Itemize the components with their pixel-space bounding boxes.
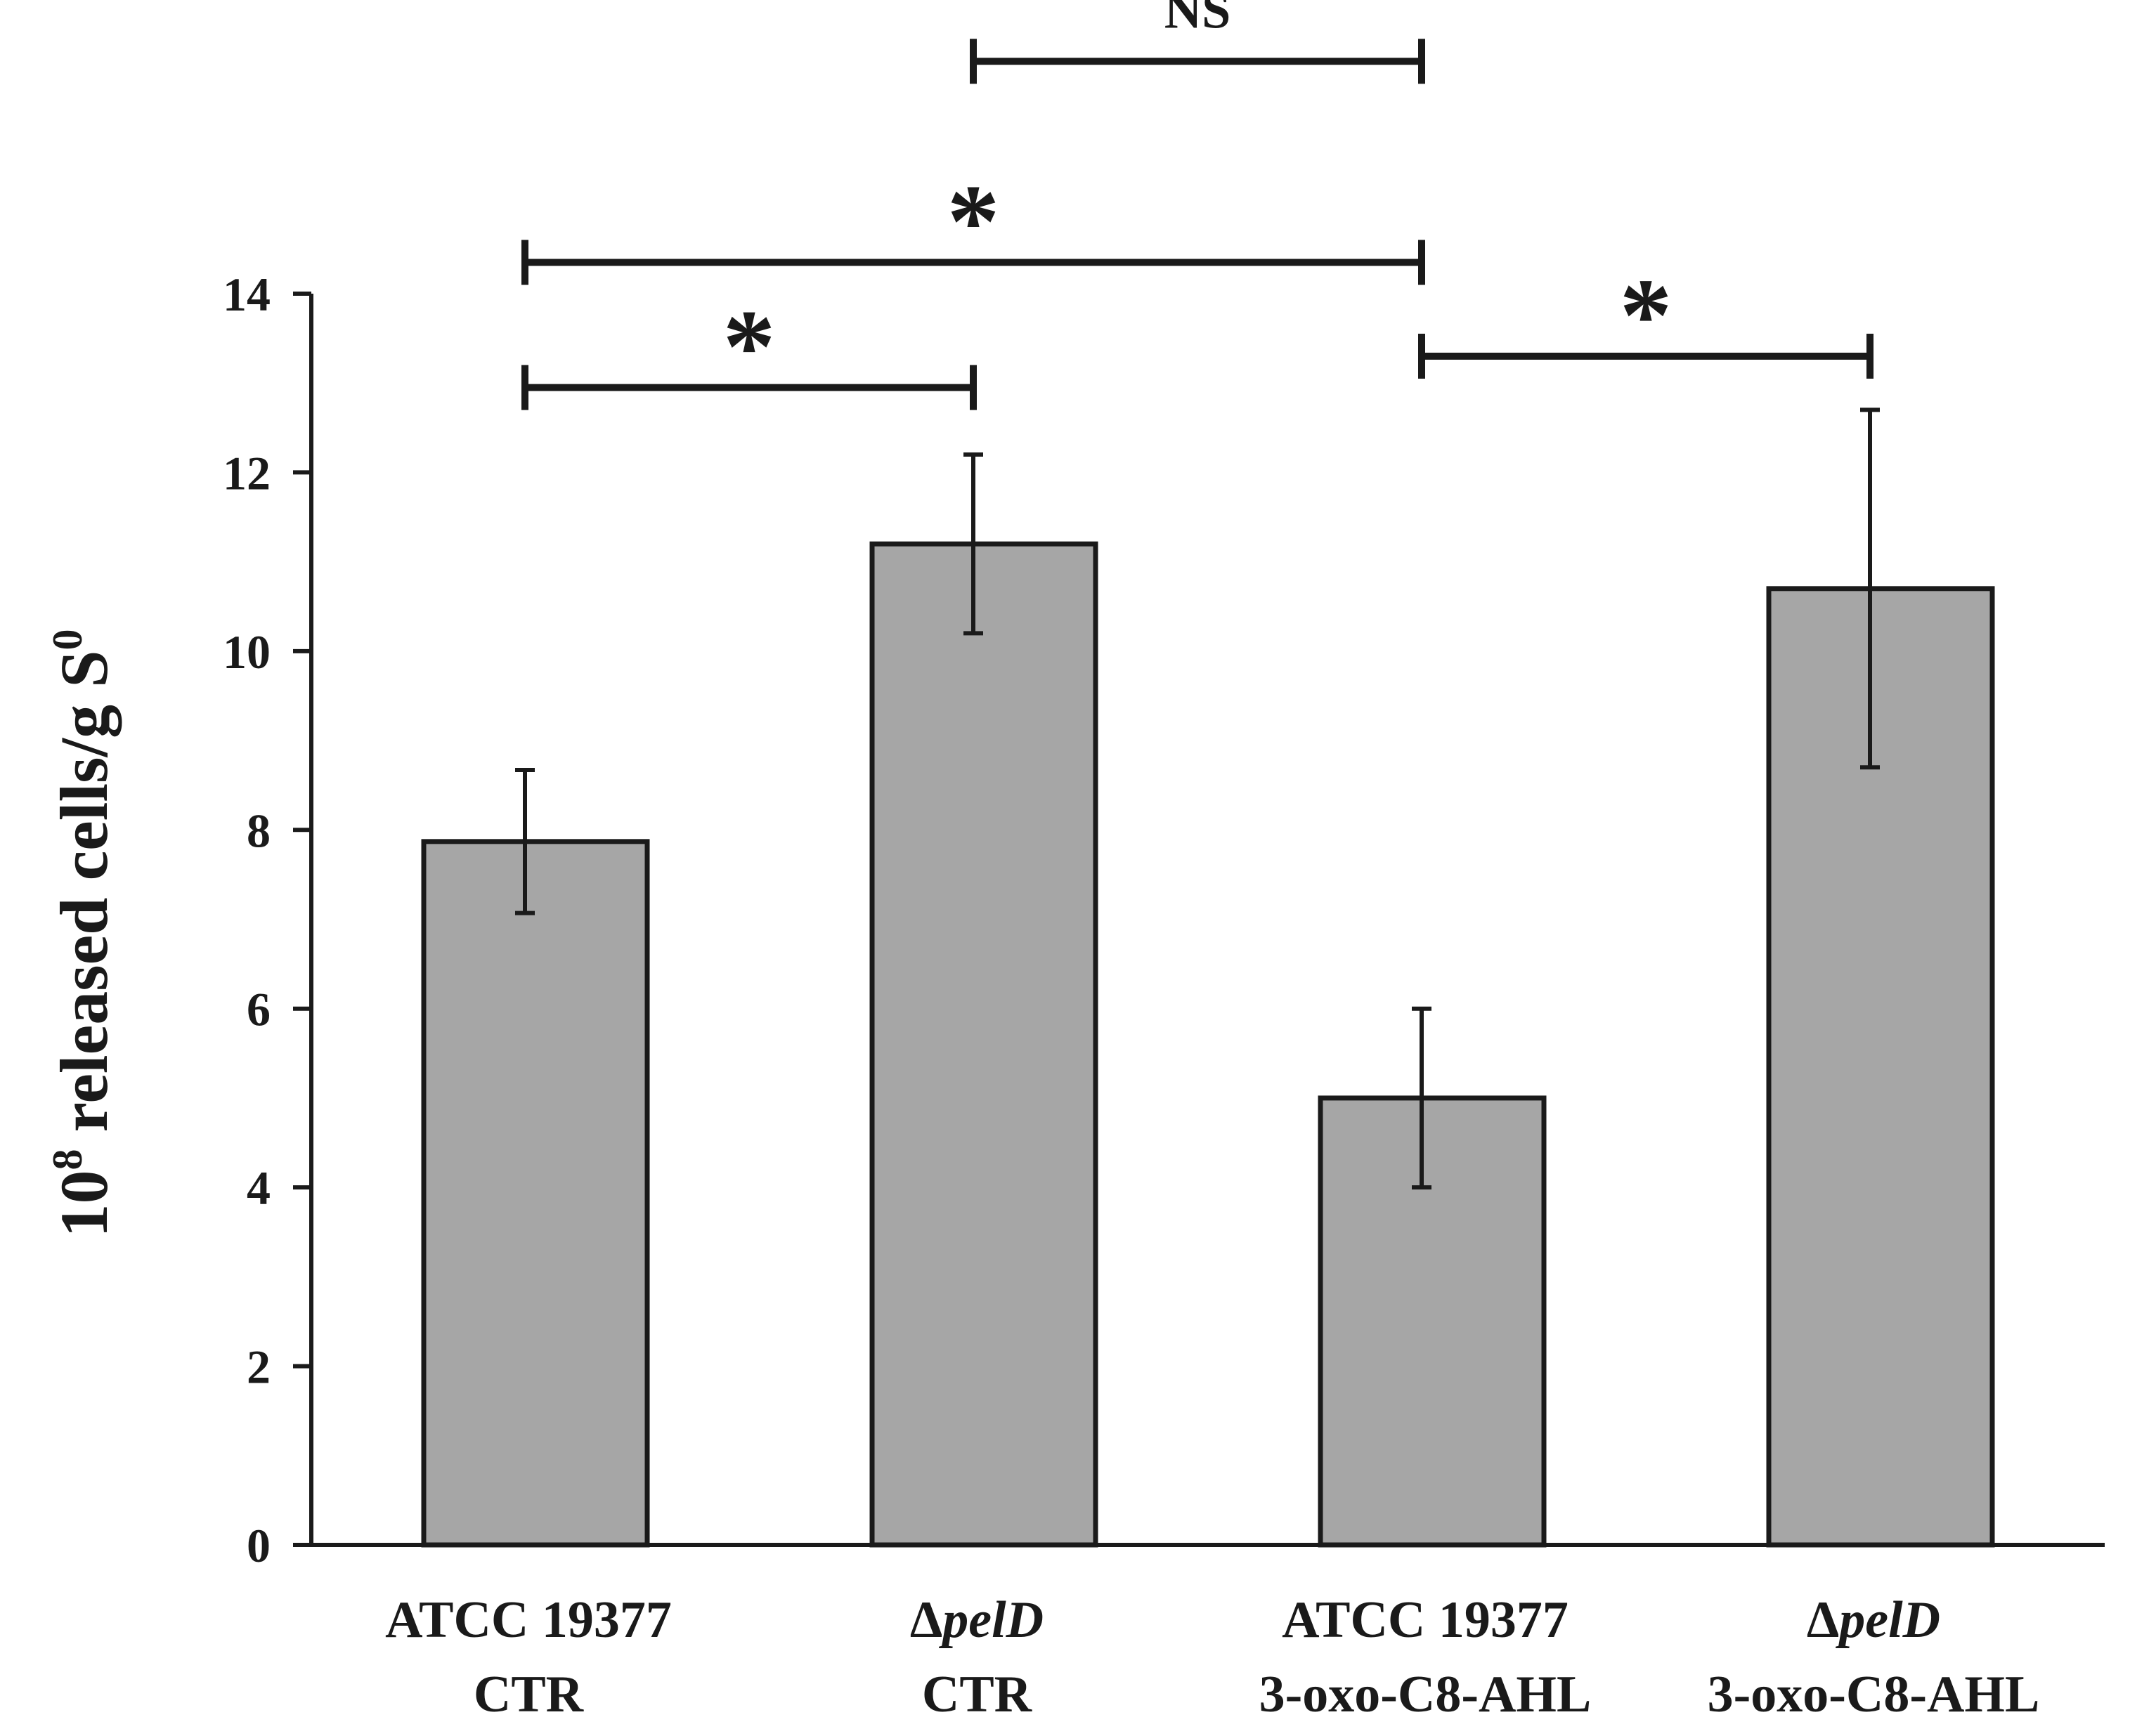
delta-prefix: Δ (1807, 1591, 1839, 1649)
bar (1318, 1095, 1547, 1548)
y-tick-label: 0 (247, 1519, 271, 1572)
x-category-label-line1: ΔpelD (1807, 1591, 1940, 1649)
x-category-label-line1: ΔpelD (910, 1591, 1044, 1649)
bars (421, 541, 1995, 1548)
y-tick-label: 4 (247, 1161, 271, 1215)
significance-label: * (1620, 257, 1673, 374)
x-category-label-line2: CTR (922, 1666, 1033, 1723)
y-tick-label: 12 (223, 446, 271, 500)
strain-name: pelD (938, 1591, 1044, 1649)
bar (1766, 586, 1995, 1548)
significance-label: NS (1164, 0, 1231, 39)
significance-label: * (947, 163, 1000, 280)
y-tick-label: 2 (247, 1340, 271, 1394)
x-category-label-line2: 3-oxo-C8-AHL (1708, 1666, 2040, 1723)
x-category-label-line2: CTR (474, 1666, 585, 1723)
y-axis-label: 108 released cells/g S0 (44, 629, 122, 1237)
strain-name: pelD (1835, 1591, 1940, 1649)
error-bars (515, 407, 1880, 1190)
y-tick-label: 10 (223, 625, 271, 679)
y-label-base: 10 (46, 1170, 122, 1238)
x-category-label-line1: ATCC 19377 (385, 1591, 672, 1649)
y-label-text: released cells/g S (46, 650, 122, 1149)
bar (869, 541, 1098, 1548)
significance-label: * (723, 289, 776, 405)
axis-labels: ATCC 19377 CTR ΔpelD CTR ATCC 19377 3-oxo-C8-… (44, 629, 2039, 1723)
y-tick-label: 6 (247, 983, 271, 1036)
y-tick-label: 8 (247, 804, 271, 857)
y-tick-label: 14 (223, 268, 271, 321)
y-label-superscript: 0 (44, 629, 91, 650)
y-label-exponent: 8 (44, 1149, 91, 1170)
bar (421, 839, 650, 1548)
significance-brackets: NS * * * (521, 0, 1874, 410)
x-category-label-line1: ATCC 19377 (1282, 1591, 1569, 1649)
x-category-label-line2: 3-oxo-C8-AHL (1259, 1666, 1592, 1723)
delta-prefix: Δ (910, 1591, 942, 1649)
